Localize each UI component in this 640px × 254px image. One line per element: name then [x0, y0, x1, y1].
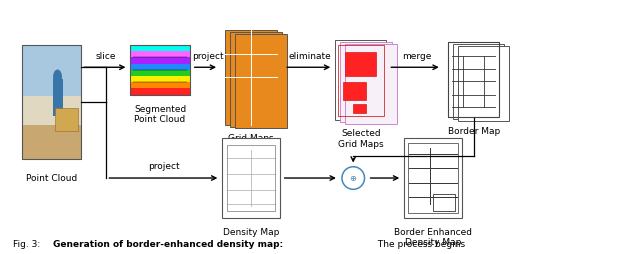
Bar: [338, 45, 384, 116]
Bar: [131, 88, 190, 95]
Bar: [131, 82, 190, 88]
Text: Generation of border-enhanced density map:: Generation of border-enhanced density ma…: [54, 240, 284, 249]
Bar: [131, 51, 190, 57]
Text: project: project: [192, 52, 223, 61]
Bar: [54, 108, 78, 131]
Text: Point Cloud: Point Cloud: [26, 174, 77, 183]
Bar: [448, 42, 499, 117]
Bar: [343, 82, 366, 100]
Bar: [22, 45, 81, 159]
Bar: [227, 145, 275, 212]
Text: project: project: [148, 162, 180, 171]
Text: Fig. 3:: Fig. 3:: [13, 240, 43, 249]
Bar: [22, 45, 81, 159]
Bar: [131, 57, 190, 64]
Bar: [433, 194, 455, 212]
Bar: [340, 42, 392, 121]
Text: Border Enhanced
Density Map: Border Enhanced Density Map: [394, 228, 472, 247]
Bar: [345, 44, 397, 123]
Bar: [236, 34, 287, 129]
Text: $\oplus$: $\oplus$: [349, 173, 357, 183]
Bar: [22, 45, 81, 96]
Ellipse shape: [53, 70, 62, 84]
Text: Border Map: Border Map: [447, 127, 500, 136]
Bar: [222, 138, 280, 218]
Bar: [453, 44, 504, 119]
Text: Grid Maps: Grid Maps: [228, 134, 274, 144]
Bar: [225, 30, 276, 124]
Bar: [52, 79, 63, 116]
Bar: [335, 40, 387, 120]
Bar: [353, 104, 366, 113]
Bar: [131, 45, 190, 51]
Ellipse shape: [342, 167, 365, 189]
Bar: [346, 52, 376, 76]
Bar: [458, 46, 509, 121]
Text: merge: merge: [403, 52, 432, 61]
Text: The process begins: The process begins: [375, 240, 465, 249]
Bar: [22, 96, 81, 125]
Bar: [408, 143, 458, 213]
Bar: [131, 76, 190, 82]
Bar: [404, 138, 461, 218]
Text: eliminate: eliminate: [288, 52, 331, 61]
Bar: [131, 45, 190, 95]
Bar: [448, 42, 499, 117]
Bar: [131, 45, 190, 95]
Bar: [230, 32, 282, 126]
Text: Segmented
Point Cloud: Segmented Point Cloud: [134, 105, 186, 124]
Bar: [22, 125, 81, 159]
Bar: [131, 64, 190, 70]
Text: slice: slice: [95, 52, 116, 61]
Text: Density Map: Density Map: [223, 228, 279, 237]
Text: Selected
Grid Maps: Selected Grid Maps: [338, 130, 383, 149]
Bar: [131, 70, 190, 76]
